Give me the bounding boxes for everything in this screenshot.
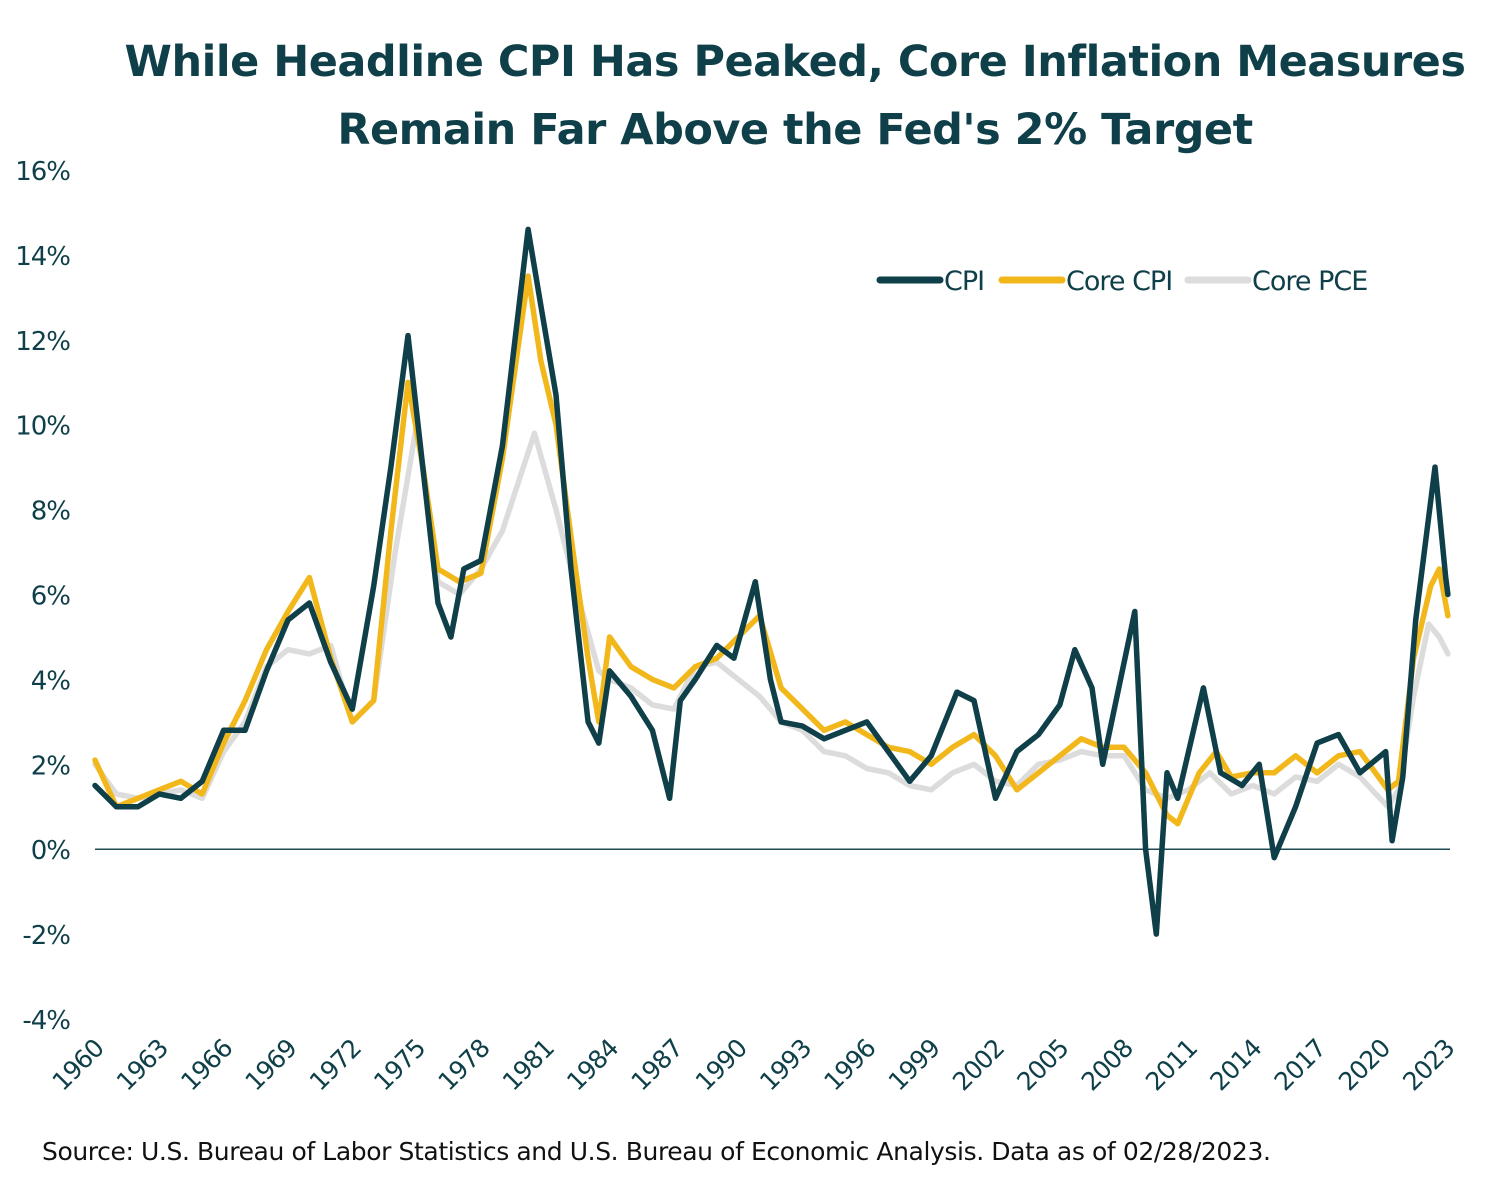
x-tick-label: 2008 — [1076, 1034, 1139, 1097]
y-tick-label: -4% — [22, 1006, 70, 1036]
chart-title-line-2: Remain Far Above the Fed's 2% Target — [337, 105, 1253, 155]
x-tick-label: 1990 — [690, 1034, 753, 1097]
x-tick-label: 1987 — [625, 1034, 688, 1097]
y-tick-label: 0% — [31, 836, 71, 866]
series-line-core-cpi — [92, 273, 1451, 827]
x-tick-label: 1993 — [754, 1034, 817, 1097]
x-tick-label: 1972 — [304, 1034, 367, 1097]
x-tick-label: 2014 — [1204, 1034, 1267, 1097]
x-tick-label: 2011 — [1140, 1034, 1203, 1097]
x-tick-label: 1978 — [432, 1034, 495, 1097]
y-tick-label: 2% — [31, 751, 71, 781]
y-tick-label: 10% — [15, 412, 70, 442]
x-tick-label: 1960 — [47, 1034, 110, 1097]
x-tick-label: 1975 — [368, 1034, 431, 1097]
y-tick-label: -2% — [22, 921, 70, 951]
x-tick-label: 1963 — [111, 1034, 174, 1097]
x-tick-label: 2017 — [1269, 1034, 1332, 1097]
x-tick-label: 2002 — [947, 1034, 1010, 1097]
y-tick-label: 6% — [31, 582, 71, 612]
y-tick-label: 12% — [15, 327, 70, 357]
chart-title-line-1: While Headline CPI Has Peaked, Core Infl… — [124, 37, 1466, 87]
x-tick-label: 1999 — [883, 1034, 946, 1097]
series-line-cpi — [92, 226, 1451, 937]
legend-label: CPI — [944, 266, 984, 297]
y-tick-label: 8% — [31, 497, 71, 527]
source-note: Source: U.S. Bureau of Labor Statistics … — [42, 1137, 1271, 1166]
legend-label: Core CPI — [1066, 266, 1172, 297]
series-line-core-pce — [92, 421, 1451, 810]
x-tick-label: 2023 — [1397, 1034, 1460, 1097]
x-tick-label: 1996 — [818, 1034, 881, 1097]
x-tick-label: 1969 — [240, 1034, 303, 1097]
legend-label: Core PCE — [1252, 266, 1367, 297]
y-tick-label: 4% — [31, 666, 71, 696]
chart-title: While Headline CPI Has Peaked, Core Infl… — [0, 28, 1500, 164]
line-chart: 16% 14% 12% 10% 8% 6% 4% 2% 0% -2% -4%1960 1963 1966… — [15, 157, 1460, 1097]
y-tick-label: 14% — [15, 242, 70, 272]
y-tick-label: 16% — [15, 157, 70, 187]
x-tick-label: 2020 — [1333, 1034, 1396, 1097]
x-tick-label: 1966 — [175, 1034, 238, 1097]
x-tick-label: 2005 — [1011, 1034, 1074, 1097]
x-tick-label: 1984 — [561, 1034, 624, 1097]
x-tick-label: 1981 — [497, 1034, 560, 1097]
